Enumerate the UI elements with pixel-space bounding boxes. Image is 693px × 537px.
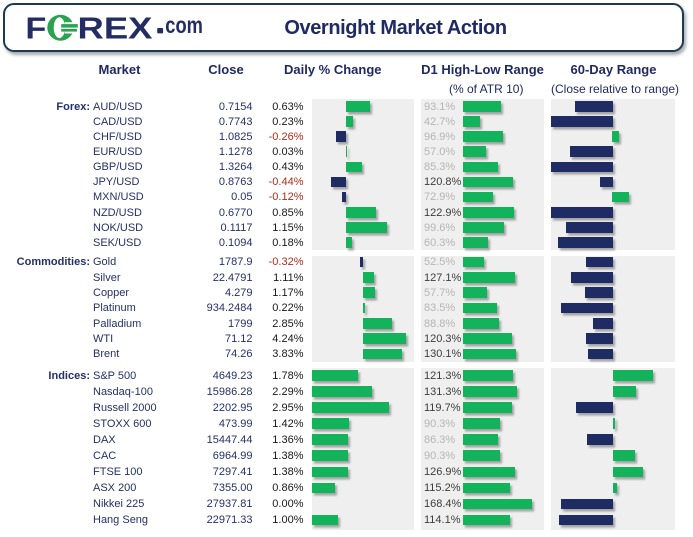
svg-text:REX: REX [78,11,153,46]
svg-text:com: com [165,12,203,38]
svg-text:F: F [25,11,46,46]
